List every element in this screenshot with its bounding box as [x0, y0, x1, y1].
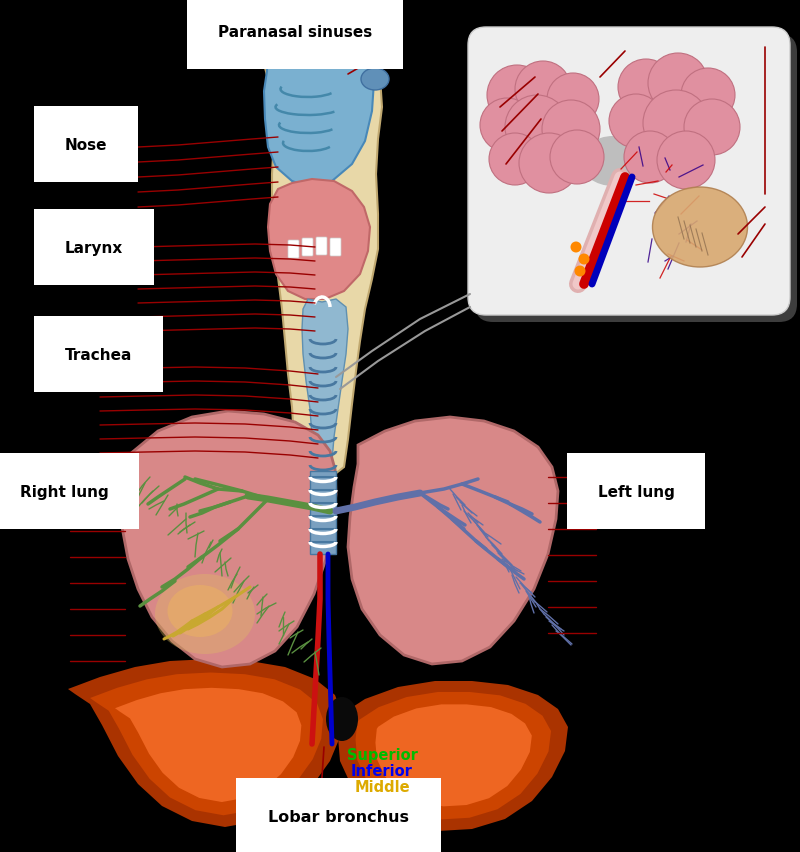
Bar	[310, 471, 336, 555]
Polygon shape	[355, 692, 551, 820]
Circle shape	[574, 266, 586, 277]
Text: Left lung: Left lung	[598, 484, 675, 499]
Polygon shape	[90, 673, 323, 815]
FancyBboxPatch shape	[288, 241, 299, 259]
Circle shape	[487, 66, 547, 126]
Polygon shape	[375, 705, 532, 806]
Text: Larynx: Larynx	[65, 240, 123, 256]
Text: Superior: Superior	[346, 747, 418, 762]
Text: Lobar bronchus: Lobar bronchus	[268, 809, 409, 825]
Circle shape	[618, 60, 674, 116]
Circle shape	[578, 254, 590, 265]
Circle shape	[547, 74, 599, 126]
Polygon shape	[115, 688, 302, 802]
Polygon shape	[338, 682, 568, 831]
Ellipse shape	[653, 187, 747, 268]
Ellipse shape	[155, 574, 255, 654]
Text: Right lung: Right lung	[20, 484, 109, 499]
Polygon shape	[122, 412, 336, 667]
Ellipse shape	[326, 697, 358, 741]
Circle shape	[550, 131, 604, 185]
FancyBboxPatch shape	[475, 35, 797, 323]
Circle shape	[657, 132, 715, 190]
Circle shape	[542, 101, 600, 158]
FancyBboxPatch shape	[302, 239, 313, 256]
Polygon shape	[264, 44, 374, 187]
Text: Trachea: Trachea	[65, 347, 132, 362]
Text: Paranasal sinuses: Paranasal sinuses	[218, 25, 372, 39]
Circle shape	[684, 100, 740, 156]
FancyBboxPatch shape	[316, 238, 327, 256]
Circle shape	[570, 242, 582, 253]
Circle shape	[648, 54, 708, 114]
Polygon shape	[348, 417, 558, 665]
Ellipse shape	[361, 69, 389, 91]
Text: Inferior: Inferior	[351, 763, 413, 778]
Text: Middle: Middle	[354, 779, 410, 794]
Circle shape	[624, 132, 676, 184]
Circle shape	[643, 91, 709, 157]
Text: Nose: Nose	[65, 137, 107, 153]
Ellipse shape	[581, 137, 646, 187]
Polygon shape	[302, 300, 348, 471]
Ellipse shape	[167, 585, 233, 637]
FancyBboxPatch shape	[468, 28, 790, 315]
Circle shape	[480, 99, 534, 153]
Circle shape	[505, 96, 569, 160]
Circle shape	[519, 134, 579, 193]
FancyBboxPatch shape	[330, 239, 341, 256]
Circle shape	[515, 62, 571, 118]
Circle shape	[489, 134, 541, 186]
Polygon shape	[68, 659, 342, 827]
Polygon shape	[268, 180, 370, 300]
Circle shape	[681, 69, 735, 123]
Polygon shape	[264, 42, 382, 477]
Circle shape	[609, 95, 663, 149]
